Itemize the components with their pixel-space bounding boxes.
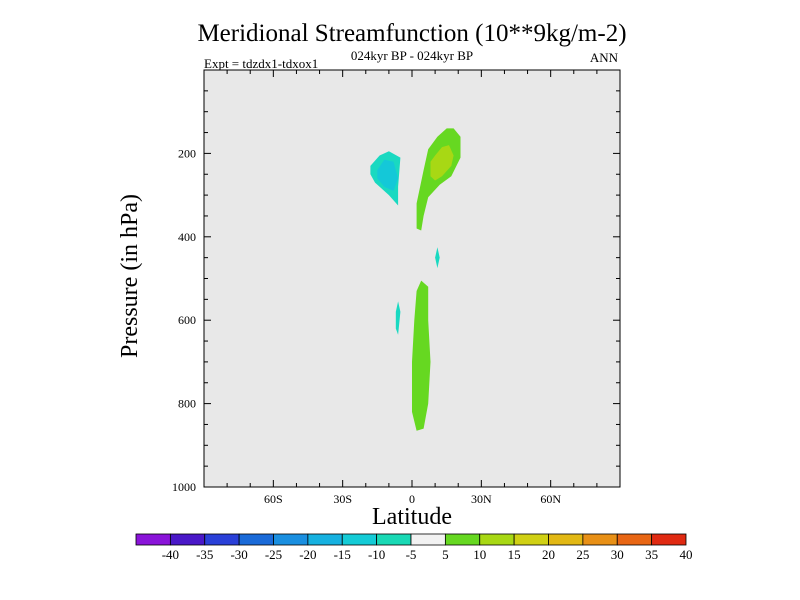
colorbar-swatch <box>479 533 515 546</box>
x-tick-label: 60N <box>540 492 561 506</box>
colorbar-label: -20 <box>299 547 316 562</box>
contour-upper-positive-core <box>430 145 454 181</box>
x-axis-label: Latitude <box>372 504 452 530</box>
colorbar-swatch <box>410 533 446 546</box>
colorbar-label: 35 <box>645 547 658 562</box>
chart-title: Meridional Streamfunction (10**9kg/m-2) <box>197 20 626 47</box>
colorbar-label: -15 <box>334 547 351 562</box>
colorbar-label: 30 <box>611 547 624 562</box>
colorbar-swatch <box>169 533 206 546</box>
colorbar-label: -35 <box>196 547 213 562</box>
colorbar-label: 5 <box>442 547 449 562</box>
colorbar-label: -40 <box>162 547 179 562</box>
contour-mid-negative-patch <box>395 301 401 335</box>
chart-subtitle: 024kyr BP - 024kyr BP <box>351 48 473 63</box>
y-tick-label: 1000 <box>172 480 196 494</box>
colorbar-swatch <box>307 533 343 546</box>
colorbar-label: -5 <box>406 547 417 562</box>
colorbar-label: -30 <box>230 547 247 562</box>
y-tick-label: 800 <box>178 397 196 411</box>
y-tick-label: 600 <box>178 313 196 327</box>
contour-mid-negative-sliver <box>435 247 440 269</box>
x-axis: 60S 30S 0 30N 60N <box>203 70 621 506</box>
y-tick-label: 400 <box>178 230 196 244</box>
x-tick-label: 60S <box>264 492 283 506</box>
colorbar-label: -10 <box>368 547 385 562</box>
colorbar-swatch <box>376 533 412 546</box>
x-tick-label: 30S <box>333 492 352 506</box>
colorbar-swatch <box>135 533 171 546</box>
y-tick-label: 200 <box>178 146 196 160</box>
colorbar-label: -25 <box>265 547 282 562</box>
plot-area <box>203 69 621 488</box>
colorbar-swatch <box>548 533 584 546</box>
colorbar-label: 10 <box>473 547 486 562</box>
experiment-label: Expt = tdzdx1-tdxox1 <box>204 56 318 71</box>
colorbar: -40 -35 -30 -25 -20 -15 -10 -5 5 10 15 20 25 30 35 40 <box>135 533 693 562</box>
y-axis-label: Pressure (in hPa) <box>117 194 143 358</box>
colorbar-swatch <box>616 533 653 546</box>
x-tick-label: 0 <box>409 492 415 506</box>
colorbar-swatch <box>513 533 549 546</box>
colorbar-swatch <box>341 533 378 546</box>
contour-upper-negative-core <box>377 159 399 191</box>
colorbar-label: 15 <box>508 547 521 562</box>
colorbar-swatch <box>204 533 240 546</box>
colorbar-swatch <box>273 533 309 546</box>
plot-background <box>204 70 620 487</box>
y-axis: 200 400 600 800 1000 <box>172 69 620 494</box>
x-tick-label: 30N <box>471 492 492 506</box>
season-label: ANN <box>590 50 619 65</box>
colorbar-label: 20 <box>542 547 555 562</box>
colorbar-swatch <box>651 533 687 546</box>
colorbar-label: 40 <box>680 547 693 562</box>
colorbar-swatch <box>582 533 618 546</box>
colorbar-label: 25 <box>576 547 589 562</box>
colorbar-swatch <box>444 533 481 546</box>
colorbar-swatch <box>238 533 274 546</box>
contour-lower-positive-cell <box>412 280 431 431</box>
